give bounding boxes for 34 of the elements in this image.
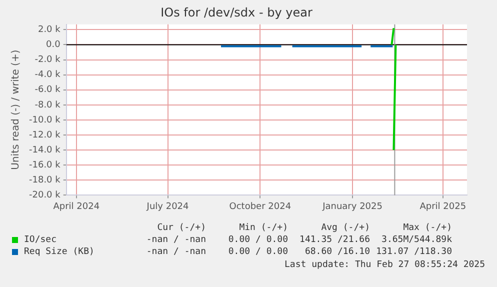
legend-label: IO/sec bbox=[24, 234, 57, 246]
text: Avg (-/+) bbox=[320, 222, 370, 234]
text: 0.00 / 0.00 bbox=[227, 234, 288, 246]
text: Max (-/+) bbox=[402, 222, 452, 234]
text: Cur (-/+) bbox=[156, 222, 206, 234]
y-tick-label: 2.0 k bbox=[38, 25, 62, 36]
x-tick-label: October 2024 bbox=[229, 202, 292, 212]
text: 3.65M/544.89k bbox=[380, 234, 452, 246]
text: Min (-/+) bbox=[238, 222, 288, 234]
text: -nan / -nan bbox=[145, 234, 206, 246]
x-tick-label: July 2024 bbox=[146, 202, 190, 212]
y-tick-label: -18.0 k bbox=[29, 175, 62, 186]
y-tick-label: -6.0 k bbox=[34, 85, 62, 96]
y-tick-label: -2.0 k bbox=[34, 55, 62, 66]
text: 141.35 /21.66 bbox=[298, 234, 370, 246]
y-tick-label: -16.0 k bbox=[29, 160, 62, 170]
x-tick-label: January 2025 bbox=[322, 202, 382, 212]
x-tick-label: April 2024 bbox=[53, 202, 100, 212]
legend-label: Req Size (KB) bbox=[24, 246, 94, 258]
y-tick-label: -10.0 k bbox=[29, 115, 62, 126]
text: Last update: Thu Feb 27 08:55:24 2025 bbox=[284, 260, 485, 270]
y-tick-label: -20.0 k bbox=[29, 190, 62, 201]
text: -nan / -nan bbox=[145, 246, 206, 258]
y-tick-label: -12.0 k bbox=[29, 130, 62, 140]
text: 0.00 / 0.00 bbox=[227, 246, 288, 258]
y-tick-label: 0.0 bbox=[46, 40, 61, 50]
y-axis-title: Units read (-) / write (+) bbox=[10, 50, 22, 170]
y-tick-label: -4.0 k bbox=[34, 70, 62, 80]
text: 68.60 /16.10 bbox=[304, 246, 370, 258]
y-tick-label: -14.0 k bbox=[29, 145, 62, 156]
text: 131.07 /118.30 bbox=[375, 246, 452, 258]
y-tick-label: -8.0 k bbox=[34, 100, 62, 110]
x-tick-label: April 2025 bbox=[420, 202, 466, 212]
chart-title: IOs for /dev/sdx - by year bbox=[160, 5, 312, 20]
